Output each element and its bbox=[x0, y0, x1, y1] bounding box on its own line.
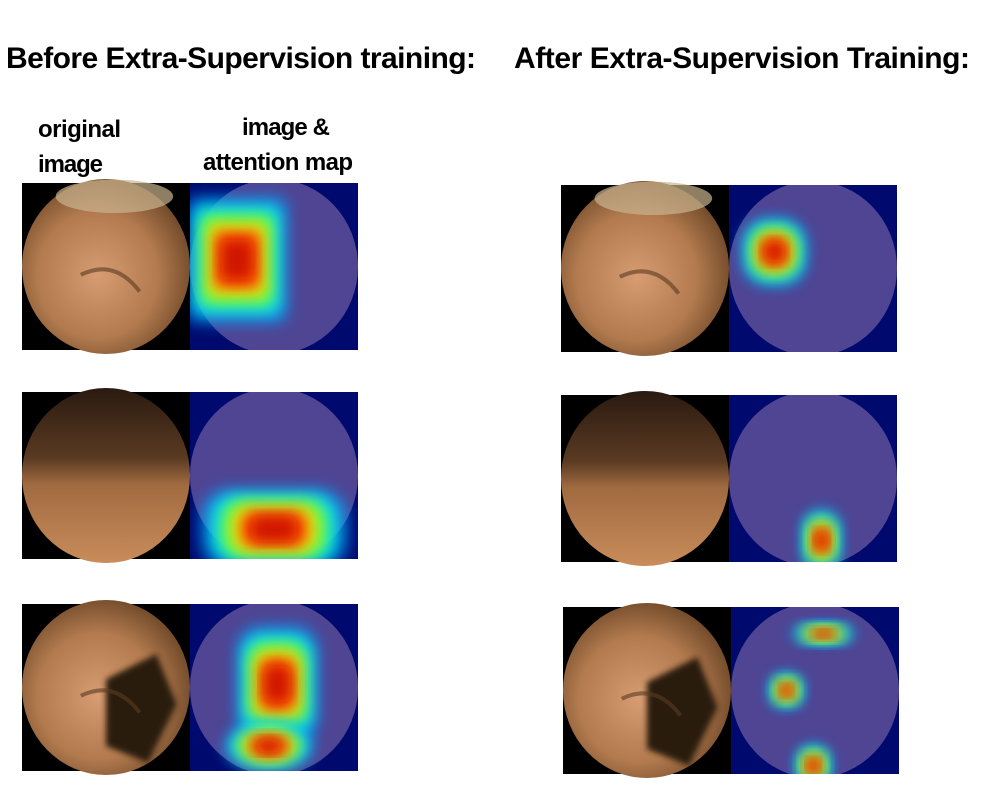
heat-blob bbox=[780, 684, 792, 697]
bubbles bbox=[594, 181, 713, 216]
image-pair bbox=[22, 179, 358, 354]
heading-after: After Extra-Supervision Training: bbox=[514, 42, 970, 75]
heat-blob bbox=[807, 759, 819, 773]
attention-map bbox=[729, 395, 897, 562]
heat-blob bbox=[255, 738, 283, 754]
fold bbox=[79, 688, 142, 714]
attention-map bbox=[190, 392, 358, 559]
dark-region bbox=[106, 654, 177, 763]
heat-blob bbox=[221, 240, 253, 280]
endoscope-view bbox=[22, 388, 190, 563]
column-label: image & bbox=[242, 114, 330, 141]
dark-region bbox=[647, 657, 718, 766]
endoscope-view bbox=[561, 391, 729, 566]
column-label: image bbox=[38, 151, 103, 178]
attention-map bbox=[729, 185, 897, 352]
endoscope-view bbox=[561, 181, 729, 356]
attention-map bbox=[190, 604, 358, 771]
fold bbox=[620, 691, 683, 717]
heat-blob bbox=[815, 530, 828, 550]
heat-blob bbox=[813, 630, 833, 638]
image-pair bbox=[22, 600, 358, 775]
heat-blob bbox=[764, 241, 785, 263]
heading-before: Before Extra-Supervision training: bbox=[6, 42, 476, 75]
column-label: original bbox=[38, 116, 121, 143]
heat-blob bbox=[251, 516, 297, 542]
attention-map bbox=[731, 607, 899, 774]
image-pair bbox=[561, 391, 897, 566]
attention-map bbox=[190, 183, 358, 350]
attention-view bbox=[729, 395, 897, 562]
endoscope-view bbox=[22, 179, 190, 354]
fold bbox=[618, 269, 681, 295]
column-label: attention map bbox=[203, 149, 353, 176]
fold bbox=[79, 267, 142, 293]
attention-view bbox=[731, 607, 899, 774]
image-grid bbox=[22, 179, 899, 778]
image-pair bbox=[561, 181, 897, 356]
heat-blob bbox=[264, 666, 290, 703]
image-pair bbox=[22, 388, 358, 563]
image-pair bbox=[563, 603, 899, 778]
bubbles bbox=[55, 179, 174, 214]
